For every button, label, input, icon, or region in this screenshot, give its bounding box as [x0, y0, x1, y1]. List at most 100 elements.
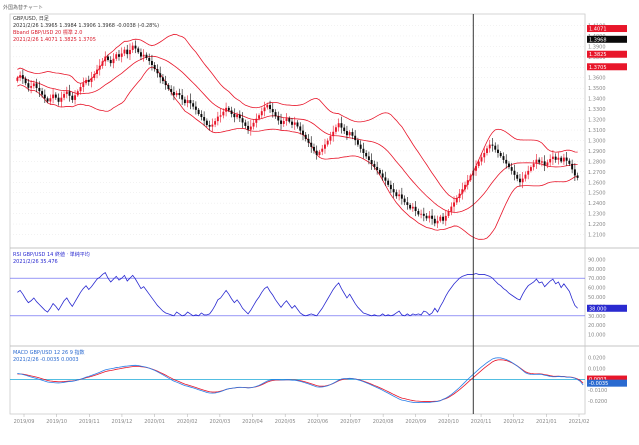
candle-body [329, 136, 332, 141]
candle-body [145, 54, 148, 58]
x-axis-label: 2020/01 [144, 419, 165, 425]
candle-body [425, 215, 428, 219]
candle-body [365, 152, 368, 157]
candle-body [505, 159, 508, 164]
candle-body [271, 109, 274, 113]
candle-body [24, 78, 27, 84]
candle-body [197, 109, 200, 115]
candle-body [466, 180, 469, 185]
macd-header-line: MACD GBP/USD 12 26 9 指数 [13, 349, 85, 356]
candle-body [291, 121, 293, 125]
candle-body [49, 98, 52, 102]
x-axis-label: 2020/03 [209, 419, 230, 425]
candle-body [562, 157, 565, 162]
candle-body [104, 56, 107, 62]
candle-body [351, 132, 354, 136]
candle-body [280, 120, 282, 124]
candle-body [439, 216, 442, 221]
price-tick-label: 1.2100 [588, 233, 606, 239]
candle-body [307, 138, 310, 143]
candle-body [326, 140, 329, 145]
x-axis-label: 2019/09 [14, 419, 35, 425]
candle-body [384, 177, 387, 181]
candle-body [543, 161, 546, 166]
candle-body [74, 95, 77, 100]
candle-body [60, 97, 63, 102]
candle-body [164, 81, 167, 86]
price-badge [587, 50, 627, 58]
candle-body [19, 75, 22, 78]
candle-body [340, 123, 343, 128]
candle-body [170, 89, 173, 92]
candle-body [112, 58, 115, 64]
rsi-tick-label: 20.000 [588, 323, 606, 329]
x-axis-label: 2019/10 [46, 419, 67, 425]
price-badge [587, 63, 627, 71]
candle-body [494, 145, 497, 150]
candle-body [27, 83, 30, 88]
candle-body [477, 161, 480, 167]
price-tick-label: 1.3500 [588, 86, 606, 92]
candle-body [337, 123, 340, 128]
candle-body [203, 117, 206, 121]
candle-body [334, 127, 337, 132]
candle-body [483, 152, 486, 158]
price-tick-label: 1.2800 [588, 159, 606, 165]
candle-body [181, 95, 184, 100]
candle-body [521, 178, 524, 183]
window-title: 外国為替チャート [3, 4, 43, 11]
x-axis-label: 2020/04 [242, 419, 263, 425]
candle-body [192, 103, 195, 107]
x-axis-label: 2020/05 [275, 419, 296, 425]
candle-body [540, 161, 543, 163]
candle-body [532, 163, 535, 168]
candle-body [129, 49, 131, 55]
x-axis-label: 2019/11 [79, 419, 100, 425]
candle-body [527, 170, 530, 175]
rsi-tick-label: 60.000 [588, 286, 606, 292]
price-tick-label: 1.2200 [588, 222, 606, 228]
candle-body [356, 140, 359, 145]
price-badge [587, 35, 627, 43]
candle-body [508, 163, 510, 168]
candle-body [411, 206, 414, 209]
candle-body [400, 194, 403, 199]
candle-body [453, 202, 456, 207]
candle-body [85, 79, 87, 84]
candle-body [378, 170, 381, 174]
candle-body [148, 57, 151, 62]
candle-body [370, 159, 373, 164]
candle-body [469, 175, 472, 181]
rsi-tick-label: 70.000 [588, 276, 606, 282]
price-tick-label: 1.2500 [588, 191, 606, 197]
candle-body [313, 146, 315, 151]
price-tick-label: 1.3100 [588, 128, 606, 134]
rsi-badge [587, 304, 627, 312]
candle-body [516, 174, 519, 179]
x-axis-label: 2020/12 [503, 419, 524, 425]
candle-body [214, 121, 217, 125]
macd-badge [587, 375, 627, 383]
candle-body [573, 169, 576, 176]
candle-body [455, 198, 458, 203]
x-axis-label: 2019/12 [112, 419, 133, 425]
candle-body [367, 156, 370, 160]
candle-body [293, 122, 296, 125]
candle-body [54, 94, 57, 98]
candle-body [282, 121, 285, 124]
x-axis-label: 2021/02 [569, 419, 590, 425]
candle-body [38, 87, 41, 92]
candle-body [90, 77, 93, 82]
candle-body [444, 215, 447, 221]
candle-body [373, 163, 376, 167]
candle-body [343, 127, 346, 132]
candle-body [299, 126, 302, 131]
candle-body [175, 93, 178, 96]
candle-body [216, 116, 219, 122]
candle-body [403, 198, 406, 203]
candle-body [395, 192, 398, 197]
candle-body [348, 132, 351, 136]
candle-body [376, 166, 379, 171]
candle-body [486, 148, 488, 153]
